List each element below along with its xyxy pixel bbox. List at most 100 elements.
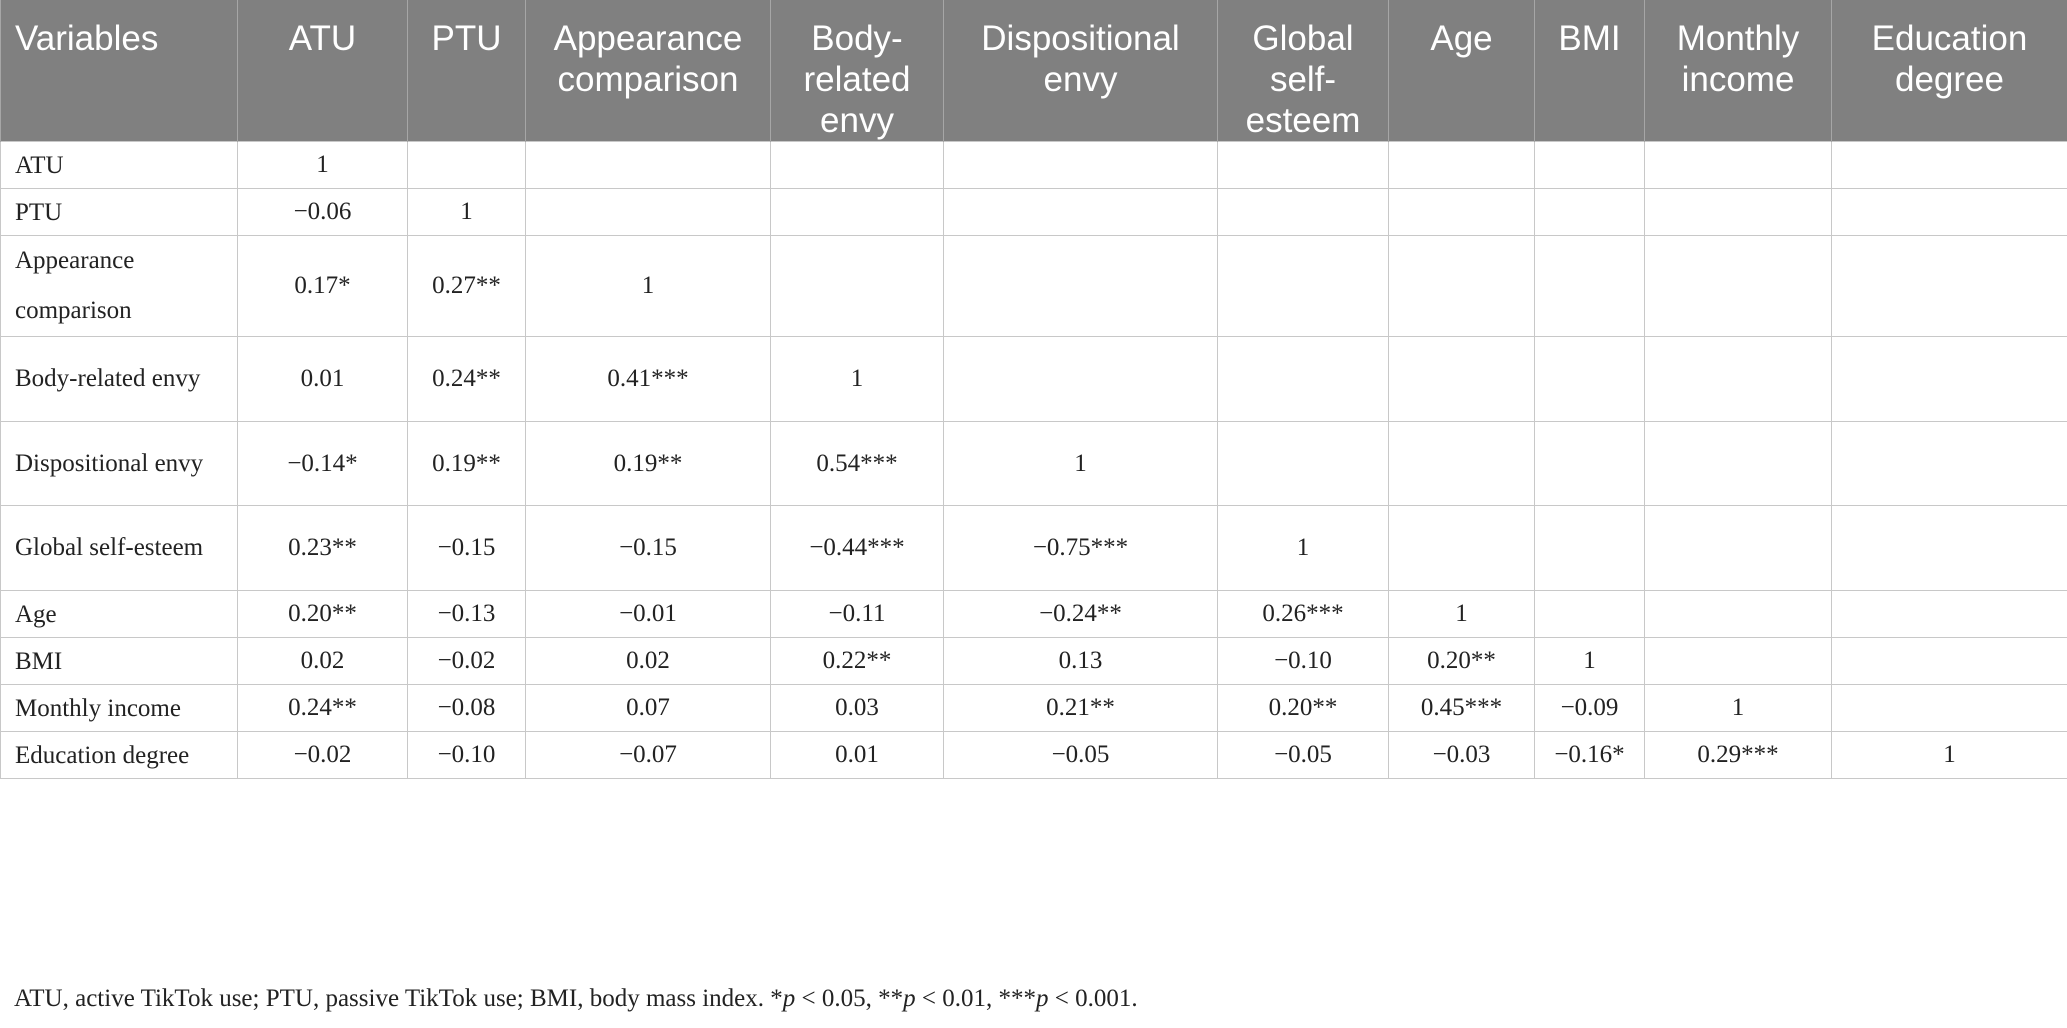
table-cell: −0.16* — [1534, 731, 1645, 779]
table-cell: −0.05 — [1217, 731, 1389, 779]
table-cell: 0.02 — [237, 637, 408, 685]
table-cell: 0.21** — [943, 684, 1218, 732]
table-cell — [1644, 336, 1832, 422]
row-label: Global self-esteem — [0, 505, 238, 591]
table-cell: 0.17* — [237, 235, 408, 337]
table-cell — [1644, 421, 1832, 506]
table-body: ATU 1 PTU −0.06 1 Appearance comparison 0.17* 0… — [0, 141, 2067, 779]
table-cell — [1217, 235, 1389, 337]
table-cell: 0.20** — [1388, 637, 1535, 685]
table-cell: 0.26*** — [1217, 590, 1389, 638]
table-cell — [1217, 421, 1389, 506]
table-cell — [943, 336, 1218, 422]
table-cell: −0.02 — [407, 637, 526, 685]
table-cell — [1217, 188, 1389, 236]
column-header: Global self-esteem — [1217, 0, 1389, 142]
table-cell — [1534, 188, 1645, 236]
table-cell: 1 — [943, 421, 1218, 506]
table-cell — [1831, 235, 2067, 337]
table-cell: −0.09 — [1534, 684, 1645, 732]
table-cell: −0.06 — [237, 188, 408, 236]
column-header: Dispositional envy — [943, 0, 1218, 142]
table-cell: 0.20** — [1217, 684, 1389, 732]
table-cell — [1217, 141, 1389, 189]
table-cell: 0.41*** — [525, 336, 771, 422]
table-cell — [943, 141, 1218, 189]
p-symbol: p — [782, 985, 796, 1012]
table-cell — [407, 141, 526, 189]
table-cell — [1388, 141, 1535, 189]
table-row: Global self-esteem 0.23** −0.15 −0.15 −0.44*… — [0, 505, 2067, 591]
table-cell: 1 — [1644, 684, 1832, 732]
table-cell: 0.27** — [407, 235, 526, 337]
table-cell: 0.01 — [237, 336, 408, 422]
table-cell: 0.20** — [237, 590, 408, 638]
table-cell: −0.15 — [525, 505, 771, 591]
table-cell — [1534, 235, 1645, 337]
table-cell: 1 — [1534, 637, 1645, 685]
column-header: Monthly income — [1644, 0, 1832, 142]
table-row: PTU −0.06 1 — [0, 188, 2067, 236]
column-header: PTU — [407, 0, 526, 142]
table-cell: 1 — [1217, 505, 1389, 591]
table-cell — [943, 188, 1218, 236]
table-cell — [1644, 141, 1832, 189]
column-header: ATU — [237, 0, 408, 142]
table-row: Body-related envy 0.01 0.24** 0.41*** 1 — [0, 336, 2067, 422]
table-cell: 0.13 — [943, 637, 1218, 685]
table-cell — [1534, 590, 1645, 638]
table-cell — [1644, 188, 1832, 236]
table-footnote: ATU, active TikTok use; PTU, passive Tik… — [14, 985, 1138, 1012]
table-cell — [1831, 637, 2067, 685]
table-cell: 1 — [525, 235, 771, 337]
table-cell: −0.13 — [407, 590, 526, 638]
table-cell: −0.10 — [407, 731, 526, 779]
table-cell — [1534, 421, 1645, 506]
table-cell: 1 — [770, 336, 944, 422]
table-cell: 0.19** — [407, 421, 526, 506]
p-symbol: p — [903, 985, 916, 1012]
column-header: Variables — [0, 0, 238, 142]
row-label: BMI — [0, 637, 238, 685]
table-cell: −0.07 — [525, 731, 771, 779]
table-row: Age 0.20** −0.13 −0.01 −0.11 −0.24** 0.26*** 1 — [0, 590, 2067, 638]
table-cell: −0.02 — [237, 731, 408, 779]
table-cell — [1831, 141, 2067, 189]
table-cell — [1388, 235, 1535, 337]
correlation-table: Variables ATU PTU Appearance comparison Body… — [0, 0, 2067, 779]
table-cell — [525, 188, 771, 236]
table-cell: 0.45*** — [1388, 684, 1535, 732]
header-row: Variables ATU PTU Appearance comparison Body… — [0, 0, 2067, 142]
table-cell — [1644, 590, 1832, 638]
table-cell: 0.22** — [770, 637, 944, 685]
table-row: Dispositional envy −0.14* 0.19** 0.19** 0.54… — [0, 421, 2067, 506]
table-cell: 0.24** — [407, 336, 526, 422]
column-header: Body-related envy — [770, 0, 944, 142]
table-cell — [1217, 336, 1389, 422]
table-cell — [770, 188, 944, 236]
p-symbol: p — [1035, 985, 1049, 1012]
table-cell: 0.19** — [525, 421, 771, 506]
column-header: BMI — [1534, 0, 1645, 142]
table-cell: −0.44*** — [770, 505, 944, 591]
row-label: Dispositional envy — [0, 421, 238, 506]
table-cell: 0.02 — [525, 637, 771, 685]
table-cell — [1388, 188, 1535, 236]
row-label: Body-related envy — [0, 336, 238, 422]
table-cell — [1388, 505, 1535, 591]
table-cell: −0.03 — [1388, 731, 1535, 779]
table-cell: 0.07 — [525, 684, 771, 732]
table-row: Appearance comparison 0.17* 0.27** 1 — [0, 235, 2067, 337]
table-cell — [943, 235, 1218, 337]
table-cell — [1534, 505, 1645, 591]
table-row: Education degree −0.02 −0.10 −0.07 0.01 −0.05… — [0, 731, 2067, 779]
table-cell — [770, 141, 944, 189]
table-cell — [1388, 421, 1535, 506]
table-cell — [1831, 505, 2067, 591]
row-label: Appearance comparison — [0, 235, 238, 337]
table-cell: −0.14* — [237, 421, 408, 506]
table-cell — [1644, 235, 1832, 337]
table-cell — [1388, 336, 1535, 422]
table-cell — [1831, 684, 2067, 732]
table-cell: −0.10 — [1217, 637, 1389, 685]
